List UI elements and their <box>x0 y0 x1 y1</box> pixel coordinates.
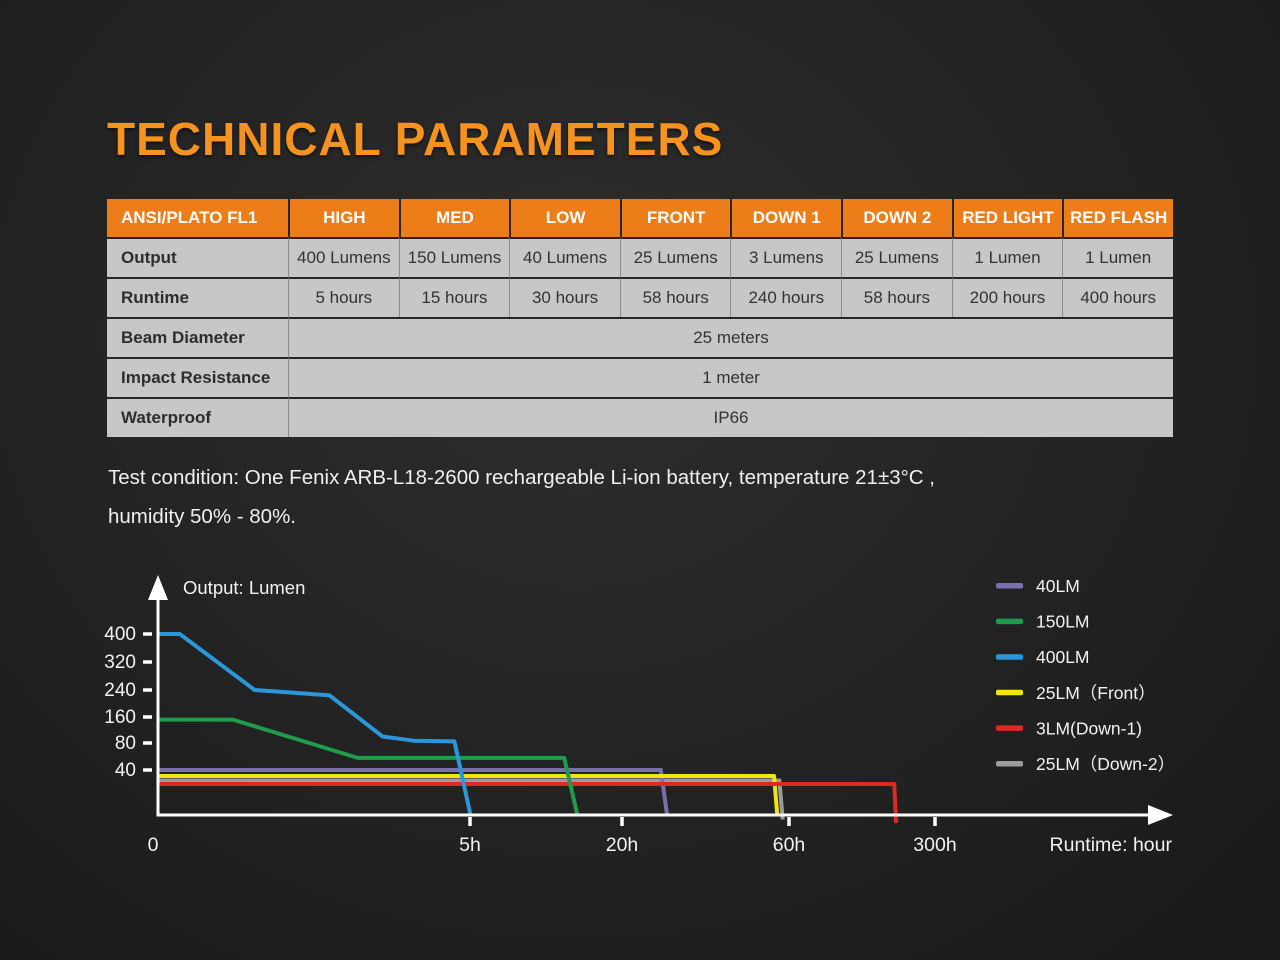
series-line-40lm <box>158 768 670 816</box>
y-tick-label: 40 <box>115 760 136 781</box>
table-cell: 40 Lumens <box>509 237 620 277</box>
y-tick-label: 160 <box>104 707 136 728</box>
table-row: Waterproof IP66 <box>107 397 1173 437</box>
table-cell-merged: IP66 <box>288 397 1173 437</box>
legend-swatch <box>996 654 1023 660</box>
test-condition-line-1: Test condition: One Fenix ARB-L18-2600 r… <box>108 466 935 489</box>
legend-label: 150LM <box>1036 612 1090 632</box>
x-tick-label: 20h <box>606 834 639 856</box>
chart-title: Output: Lumen <box>183 577 305 598</box>
table-cell: 1 Lumen <box>1062 237 1173 277</box>
y-tick-label: 80 <box>115 733 136 754</box>
x-tick-label: 5h <box>459 834 481 856</box>
x-tick-label: 300h <box>913 834 956 856</box>
series-line-150lm <box>158 717 580 816</box>
table-cell: 58 hours <box>619 277 731 317</box>
legend-swatch <box>996 618 1023 625</box>
table-cell: 240 hours <box>730 277 842 317</box>
column-header: HIGH <box>288 199 399 237</box>
y-tick-label: 400 <box>104 624 136 645</box>
page-title: TECHNICAL PARAMETERS <box>107 113 724 165</box>
row-label: Output <box>107 237 289 277</box>
row-label: Runtime <box>107 277 289 317</box>
x-axis-arrow <box>1148 805 1173 825</box>
test-condition-text: Test condition: One Fenix ARB-L18-2600 r… <box>108 458 1088 536</box>
column-header: MED <box>398 199 510 237</box>
table-cell: 400 Lumens <box>288 237 399 277</box>
y-tick-label: 240 <box>104 680 136 701</box>
test-condition-line-2: humidity 50% - 80%. <box>108 505 297 528</box>
legend-swatch <box>996 689 1023 696</box>
legend-label: 400LM <box>1036 647 1090 667</box>
table-cell: 5 hours <box>288 277 399 317</box>
y-tick-label: 320 <box>104 652 136 673</box>
table-corner-header: ANSI/PLATO FL1 <box>107 199 289 237</box>
table-cell-merged: 1 meter <box>288 357 1173 397</box>
series-line-25lm-down-2- <box>158 778 785 820</box>
legend-label: 40LM <box>1036 576 1080 596</box>
table-cell: 30 hours <box>509 277 620 317</box>
table-cell: 1 Lumen <box>951 237 1063 277</box>
legend-label: 25LM（Front） <box>1036 683 1156 703</box>
row-label: Waterproof <box>107 397 289 437</box>
legend-swatch <box>996 761 1023 767</box>
table-cell: 58 hours <box>841 277 952 317</box>
series-line-25lm-front- <box>158 774 780 816</box>
series-line-400lm <box>158 632 473 816</box>
legend-swatch <box>996 725 1023 731</box>
column-header: RED FLASH <box>1062 199 1173 237</box>
x-axis-label: Runtime: hour <box>1050 834 1173 856</box>
table-row: Impact Resistance 1 meter <box>107 357 1173 397</box>
table-cell: 150 Lumens <box>398 237 510 277</box>
table-cell: 25 Lumens <box>619 237 731 277</box>
table-cell-merged: 25 meters <box>288 317 1173 357</box>
spec-table: ANSI/PLATO FL1 HIGH MED LOW FRONT DOWN 1 DOWN … <box>107 199 1173 437</box>
table-cell: 15 hours <box>398 277 510 317</box>
column-header: LOW <box>509 199 620 237</box>
x-tick-label: 0 <box>148 834 159 856</box>
column-header: DOWN 1 <box>730 199 842 237</box>
legend-label: 3LM(Down-1) <box>1036 718 1142 738</box>
column-header: DOWN 2 <box>841 199 952 237</box>
table-cell: 25 Lumens <box>841 237 952 277</box>
row-label: Beam Diameter <box>107 317 289 357</box>
column-header: RED LIGHT <box>951 199 1063 237</box>
table-row: Runtime 5 hours 15 hours 30 hours 58 hours 24… <box>107 277 1173 317</box>
legend-swatch <box>996 583 1023 589</box>
table-row: Beam Diameter 25 meters <box>107 317 1173 357</box>
column-header: FRONT <box>619 199 731 237</box>
y-axis-arrow <box>148 575 168 600</box>
series-line-3lm-down-1- <box>158 782 899 824</box>
table-row: Output 400 Lumens 150 Lumens 40 Lumens 25 Lu… <box>107 237 1173 277</box>
row-label: Impact Resistance <box>107 357 289 397</box>
table-cell: 3 Lumens <box>730 237 842 277</box>
x-tick-label: 60h <box>773 834 806 856</box>
legend-label: 25LM（Down-2） <box>1036 754 1175 774</box>
table-cell: 400 hours <box>1062 277 1173 317</box>
table-cell: 200 hours <box>951 277 1063 317</box>
